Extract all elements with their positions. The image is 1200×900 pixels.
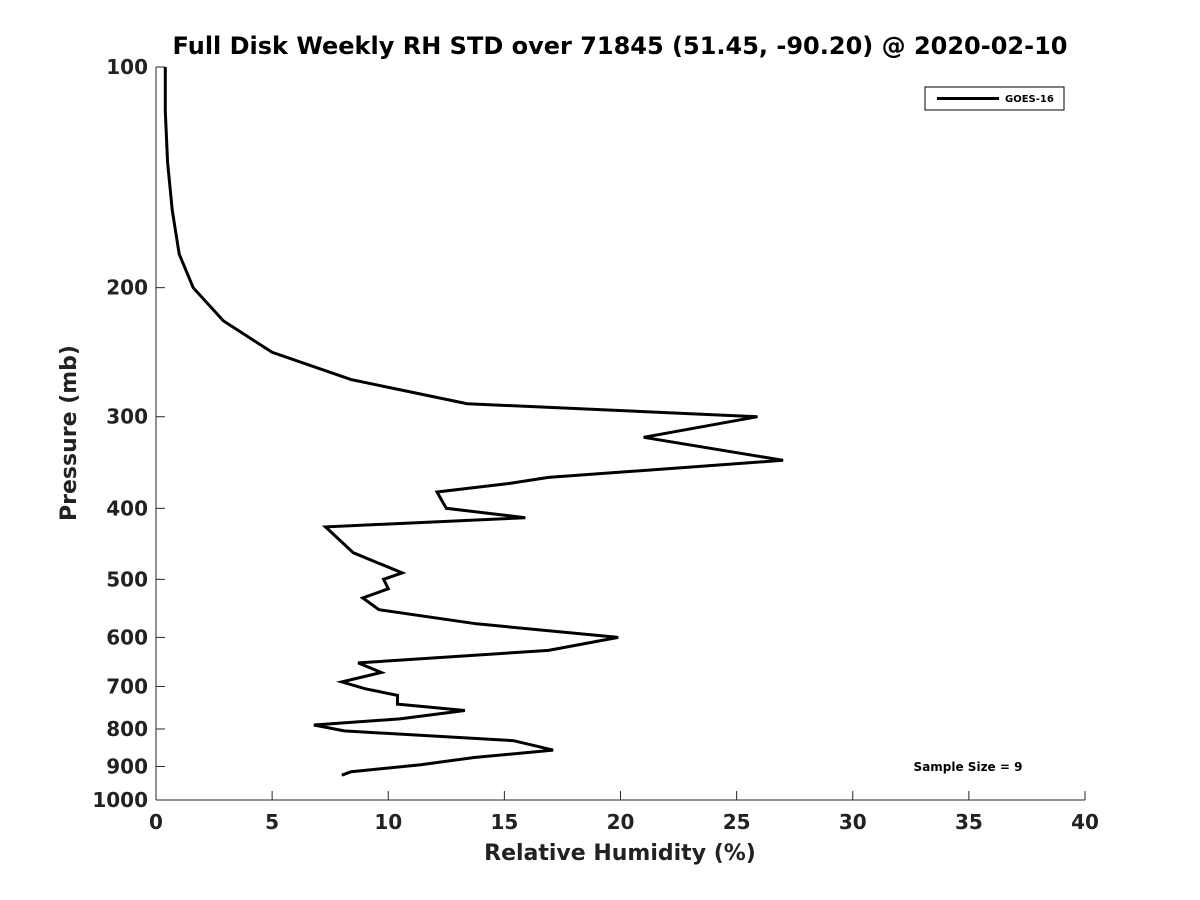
y-tick-label: 400	[106, 496, 148, 520]
legend-label-goes-16: GOES-16	[1005, 94, 1054, 105]
y-axis-ticks: 100 200 300 400 500 600 700 800 900 1000	[92, 55, 165, 812]
y-tick-label: 500	[106, 567, 148, 591]
y-tick-label: 200	[106, 276, 148, 300]
chart-title: Full Disk Weekly RH STD over 71845 (51.4…	[173, 32, 1068, 60]
x-tick-label: 30	[839, 810, 867, 834]
y-tick-label: 900	[106, 754, 148, 778]
x-axis-label: Relative Humidity (%)	[484, 841, 756, 866]
y-tick-label: 600	[106, 625, 148, 649]
x-tick-label: 5	[265, 810, 279, 834]
series-layer	[163, 67, 784, 777]
x-tick-label: 20	[607, 810, 635, 834]
x-tick-label: 40	[1071, 810, 1099, 834]
y-tick-label: 100	[106, 55, 148, 79]
y-tick-label: 700	[106, 674, 148, 698]
sample-size-annotation: Sample Size = 9	[914, 760, 1023, 774]
x-axis-ticks: 0 5 10 15 20 25 30 35 40	[149, 791, 1099, 834]
y-tick-label: 1000	[92, 788, 148, 812]
series-line-goes-16	[163, 67, 784, 777]
x-tick-label: 10	[374, 810, 402, 834]
y-tick-label: 300	[106, 405, 148, 429]
legend: GOES-16	[924, 86, 1065, 111]
y-tick-label: 800	[106, 717, 148, 741]
x-tick-label: 0	[149, 810, 163, 834]
x-tick-label: 15	[490, 810, 518, 834]
x-tick-label: 35	[955, 810, 983, 834]
y-axis-label: Pressure (mb)	[57, 345, 82, 521]
x-tick-label: 25	[723, 810, 751, 834]
plot-area: 0 5 10 15 20 25 30 35 40 100 200 300 400 500 600 700 80…	[92, 55, 1099, 834]
